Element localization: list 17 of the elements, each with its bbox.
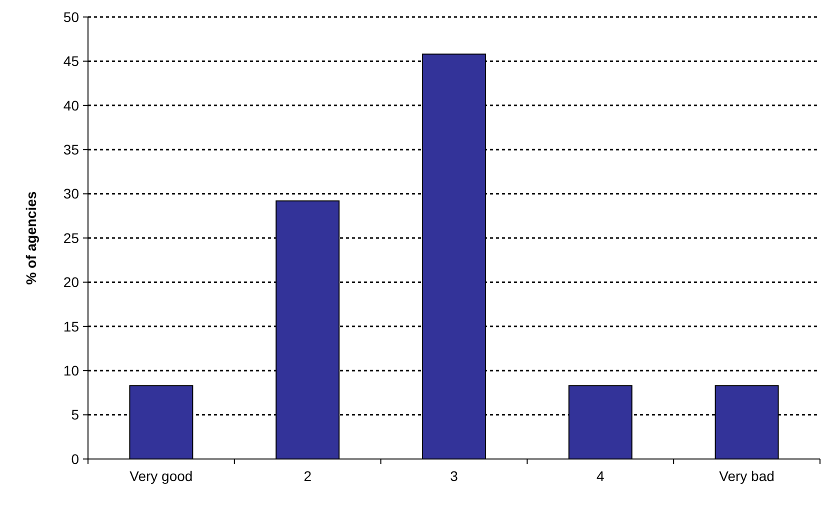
x-tick-label: Very bad xyxy=(719,468,774,484)
x-tick-label: 2 xyxy=(304,468,312,484)
y-tick-label: 45 xyxy=(63,53,80,70)
y-tick-label: 30 xyxy=(63,186,80,202)
y-tick-label: 20 xyxy=(63,274,80,290)
y-tick-label: 0 xyxy=(71,450,80,467)
y-tick-label: 40 xyxy=(63,97,80,114)
y-tick-label: 15 xyxy=(63,318,80,334)
y-tick-label: 50 xyxy=(63,8,80,25)
y-tick-label: 25 xyxy=(63,230,80,246)
y-axis-title: % of agencies xyxy=(23,191,39,285)
y-tick-label: 5 xyxy=(71,406,80,423)
x-tick-label: 4 xyxy=(596,468,604,484)
x-tick-label: Very good xyxy=(130,468,193,484)
y-tick-label: 10 xyxy=(63,362,80,378)
x-tick-label: 3 xyxy=(450,468,458,484)
y-tick-label: 35 xyxy=(63,142,80,158)
